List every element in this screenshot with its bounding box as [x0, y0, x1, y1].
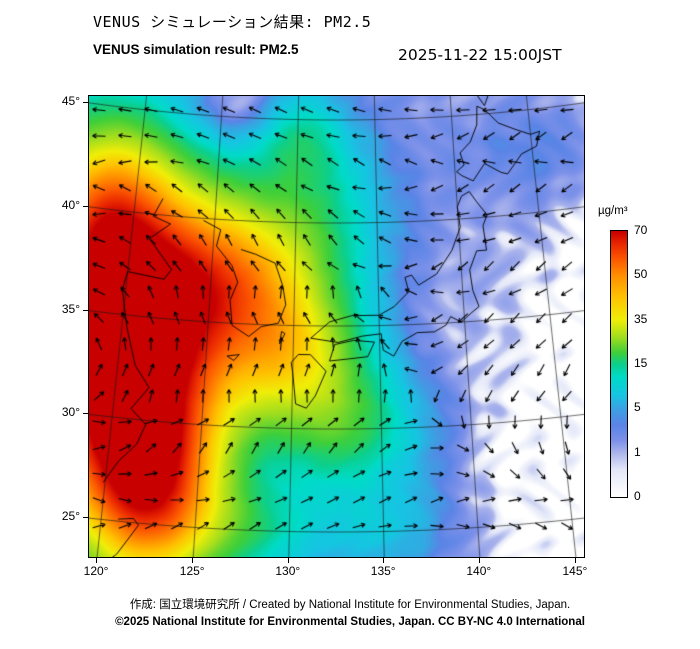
colorbar-tick-label: 70	[634, 223, 648, 237]
lon-tick-label: 140°	[466, 564, 492, 578]
lon-axis-tick	[574, 558, 576, 563]
lon-axis-tick	[96, 558, 98, 563]
lon-tick-label: 135°	[370, 564, 396, 578]
colorbar-tick-label: 5	[634, 400, 641, 415]
colorbar-tick-label: 50	[634, 267, 648, 282]
colorbar-gradient	[610, 230, 628, 498]
lat-axis-tick	[83, 205, 88, 207]
lat-tick-label: 30°	[61, 405, 80, 420]
lon-axis-tick	[192, 558, 194, 563]
colorbar-tick-label: 1	[634, 444, 641, 459]
colorbar-unit-label: µg/m³	[598, 205, 628, 217]
map-plot-frame	[88, 95, 585, 558]
lon-tick-label: 120°	[83, 564, 109, 578]
lat-tick-label: 40°	[61, 197, 80, 212]
colorbar-tick-label: 35	[634, 311, 648, 326]
lon-tick-label: 125°	[179, 564, 205, 578]
lat-axis-tick	[83, 413, 88, 415]
lat-axis-tick	[83, 517, 88, 519]
lon-axis-tick	[383, 558, 385, 563]
colorbar-tick-label: 0	[634, 489, 641, 503]
lat-tick-label: 45°	[61, 93, 80, 108]
timestamp: 2025-11-22 15:00JST	[398, 46, 562, 64]
license-line: ©2025 National Institute for Environment…	[115, 616, 585, 629]
lat-tick-label: 35°	[61, 301, 80, 316]
lon-axis-tick	[287, 558, 289, 563]
lat-tick-label: 25°	[61, 509, 80, 524]
footer: 作成: 国立環境研究所 / Created by National Instit…	[10, 597, 690, 632]
lon-tick-label: 145°	[562, 564, 588, 578]
credit-line: 作成: 国立環境研究所 / Created by National Instit…	[129, 599, 571, 611]
colorbar-tick-label: 15	[634, 356, 648, 370]
page-title-english: VENUS simulation result: PM2.5	[93, 42, 299, 57]
lon-tick-label: 130°	[275, 564, 301, 578]
lat-axis-tick	[83, 309, 88, 311]
lat-axis-tick	[83, 101, 88, 103]
page-title-japanese: VENUS シミュレーション結果: PM2.5	[93, 13, 372, 31]
lon-axis-tick	[478, 558, 480, 563]
pm25-map-canvas	[89, 96, 584, 557]
